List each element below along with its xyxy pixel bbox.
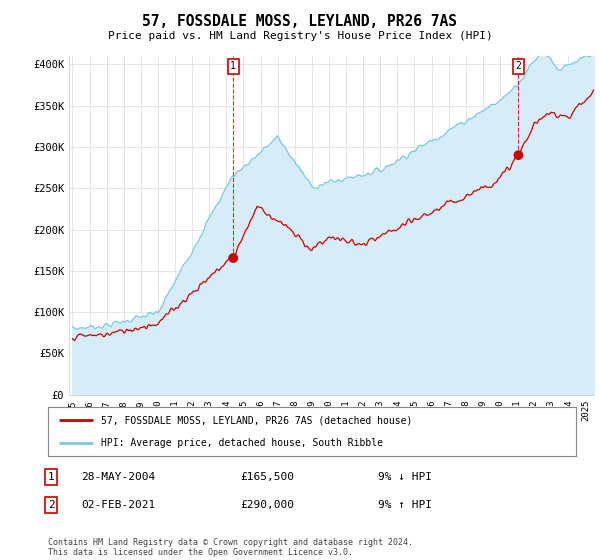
Text: 2: 2: [47, 500, 55, 510]
Text: £165,500: £165,500: [240, 472, 294, 482]
Text: £290,000: £290,000: [240, 500, 294, 510]
Text: 1: 1: [47, 472, 55, 482]
Text: 02-FEB-2021: 02-FEB-2021: [81, 500, 155, 510]
Text: 1: 1: [230, 61, 236, 71]
Text: Price paid vs. HM Land Registry's House Price Index (HPI): Price paid vs. HM Land Registry's House …: [107, 31, 493, 41]
Point: [514, 151, 523, 160]
Text: 57, FOSSDALE MOSS, LEYLAND, PR26 7AS (detached house): 57, FOSSDALE MOSS, LEYLAND, PR26 7AS (de…: [101, 416, 412, 426]
Text: 9% ↑ HPI: 9% ↑ HPI: [378, 500, 432, 510]
Text: 57, FOSSDALE MOSS, LEYLAND, PR26 7AS: 57, FOSSDALE MOSS, LEYLAND, PR26 7AS: [143, 14, 458, 29]
Text: HPI: Average price, detached house, South Ribble: HPI: Average price, detached house, Sout…: [101, 438, 383, 448]
Point: [229, 254, 238, 263]
Text: 28-MAY-2004: 28-MAY-2004: [81, 472, 155, 482]
Text: Contains HM Land Registry data © Crown copyright and database right 2024.
This d: Contains HM Land Registry data © Crown c…: [48, 538, 413, 557]
Text: 2: 2: [515, 61, 521, 71]
Text: 9% ↓ HPI: 9% ↓ HPI: [378, 472, 432, 482]
